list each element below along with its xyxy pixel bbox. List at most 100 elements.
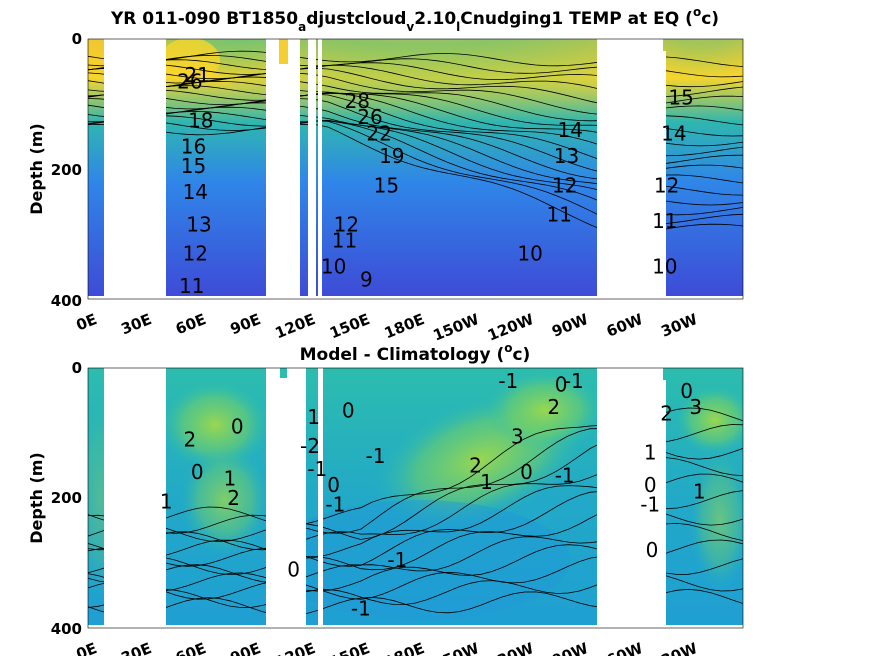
bottom-contour-label: 0: [555, 372, 568, 396]
bottom-xtick-90W: 90W: [549, 639, 591, 656]
land-mask-islands: [308, 39, 316, 299]
bottom-xtick-120W: 120W: [485, 639, 537, 656]
bottom-contour-label: -2: [300, 434, 320, 458]
bottom-contour-label: 1: [693, 480, 706, 504]
top-contour-label: 14: [661, 121, 686, 145]
bottom-contour-label: 0: [342, 398, 355, 422]
top-contour-label: 9: [360, 268, 373, 292]
bottom-contour-label: 2: [227, 486, 240, 510]
bottom-contour-label: -1: [351, 597, 371, 621]
bottom-xtick-150E: 150E: [327, 639, 372, 656]
bottom-contour-label: 1: [480, 470, 493, 494]
bottom-contour-label: 1: [160, 489, 173, 513]
top-xtick-0E: 0E: [74, 310, 100, 334]
top-contour-label: 28: [345, 89, 370, 113]
top-contour-label: 15: [374, 173, 399, 197]
top-contour-label: 10: [652, 255, 677, 279]
bottom-contour-label: -1: [555, 463, 575, 487]
bottom-xtick-120E: 120E: [273, 639, 318, 656]
top-contour-label: 11: [652, 209, 677, 233]
bottom-ytick-0: 0: [72, 359, 82, 377]
top-xtick-150W: 150W: [430, 310, 482, 345]
bottom-contour-label: 1: [224, 467, 237, 491]
top-contour-label: 26: [357, 105, 382, 129]
bottom-contour-label: 0: [646, 538, 659, 562]
top-contour-labels: 2126181615141312112826221915121110914131…: [177, 63, 694, 298]
bottom-xtick-150W: 150W: [430, 639, 482, 656]
top-ytick-0: 0: [72, 30, 82, 48]
top-contour-label: 19: [379, 144, 404, 168]
bottom-contour-label: 2: [184, 428, 197, 452]
bottom-contour-label: 0: [644, 473, 657, 497]
top-contour-label: 22: [366, 121, 391, 145]
bottom-contour-label: 0: [231, 415, 244, 439]
top-contour-label: 11: [546, 203, 571, 227]
bottom-xtick-30E: 30E: [118, 639, 154, 656]
bottom-contour-label: -1: [564, 369, 584, 393]
top-xtick-60W: 60W: [604, 310, 646, 341]
top-contour-label: 15: [668, 86, 693, 110]
bottom-xtick-0E: 0E: [74, 639, 100, 656]
bottom-contour-label: -1: [366, 444, 386, 468]
bottom-ytick-400: 400: [51, 620, 82, 638]
bottom-contour-label: 0: [680, 379, 693, 403]
bottom-y-label: Depth (m): [27, 452, 46, 544]
land-mask-africa: [104, 39, 166, 299]
bottom-contour-label: 3: [511, 424, 524, 448]
top-heatmap: [88, 39, 743, 299]
bottom-contour-label: 0: [520, 460, 533, 484]
top-contour-label: 16: [181, 134, 206, 158]
top-xtick-90E: 90E: [228, 310, 264, 338]
top-contour-label: 14: [183, 180, 208, 204]
bottom-contour-label: -1: [325, 493, 345, 517]
bottom-contour-label: -1: [498, 369, 518, 393]
top-contour-label: 11: [179, 274, 204, 298]
bottom-contour-label: -1: [387, 548, 407, 572]
top-y-axis: 0 200 400 Depth (m): [27, 30, 82, 310]
bottom-contour-label: 1: [307, 405, 320, 429]
top-contour-label: 11: [332, 229, 357, 253]
bottom-xtick-60E: 60E: [173, 639, 209, 656]
bottom-y-axis: 0 200 400 Depth (m): [27, 359, 82, 638]
bottom-xtick-60W: 60W: [604, 639, 646, 656]
top-xtick-180E: 180E: [382, 310, 427, 342]
bottom-contour-label: -1: [307, 457, 327, 481]
bottom-title: Model - Climatology (oc): [300, 341, 531, 365]
bottom-contour-label: 3: [689, 395, 702, 419]
bottom-contour-label: 1: [644, 441, 657, 465]
bottom-contour-label: 0: [287, 558, 300, 582]
top-xtick-150E: 150E: [327, 310, 372, 342]
top-contour-label: 13: [186, 212, 211, 236]
bottom-ytick-200: 200: [51, 489, 82, 507]
top-xtick-30W: 30W: [658, 310, 700, 341]
top-contour-label: 12: [183, 242, 208, 266]
top-xtick-30E: 30E: [118, 310, 154, 338]
land-mask-indonesia: [266, 39, 300, 299]
top-contour-label: 12: [654, 173, 679, 197]
top-y-label: Depth (m): [27, 123, 46, 215]
top-contour-label: 10: [321, 255, 346, 279]
bottom-xtick-90E: 90E: [228, 639, 264, 656]
bottom-contour-label: 2: [547, 395, 560, 419]
bottom-contour-label: 2: [469, 454, 482, 478]
top-x-axis: 0E 30E 60E 90E 120E 150E 180E 150W 120W 90W 60W 30W: [74, 310, 701, 345]
land-mask-americas: [597, 39, 657, 299]
top-xtick-120W: 120W: [485, 310, 537, 345]
top-contour-label: 10: [517, 242, 542, 266]
top-ytick-400: 400: [51, 292, 82, 310]
top-contour-label: 26: [177, 69, 202, 93]
top-xtick-120E: 120E: [273, 310, 318, 342]
bottom-contour-label: 0: [327, 473, 340, 497]
top-ytick-200: 200: [51, 161, 82, 179]
top-contour-label: 13: [554, 144, 579, 168]
bottom-heatmap: [88, 368, 743, 628]
bottom-contour-label: -1: [640, 493, 660, 517]
bottom-xtick-30W: 30W: [658, 639, 700, 656]
bottom-xtick-180E: 180E: [382, 639, 427, 656]
top-contour-label: 14: [557, 118, 582, 142]
top-contour-label: 21: [184, 63, 209, 87]
top-contour-label: 12: [334, 212, 359, 236]
